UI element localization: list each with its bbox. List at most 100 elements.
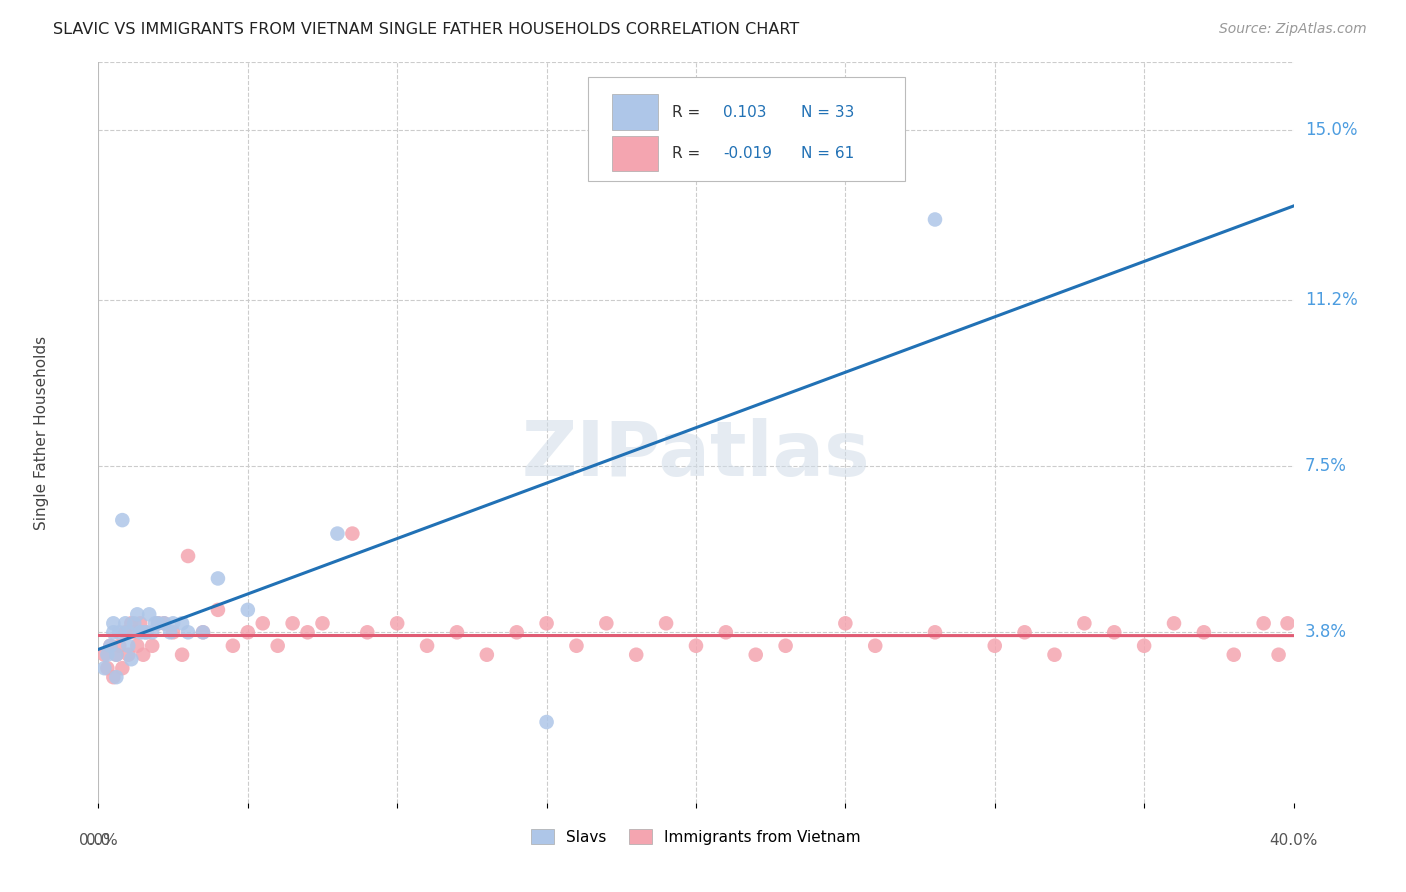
Text: 0.0%: 0.0% xyxy=(79,833,118,848)
Point xyxy=(153,616,176,631)
Point xyxy=(124,616,146,631)
Point xyxy=(236,625,259,640)
Point xyxy=(385,616,409,631)
Text: N = 33: N = 33 xyxy=(801,104,855,120)
Point xyxy=(177,625,200,640)
Point xyxy=(127,607,149,622)
Point xyxy=(536,714,558,729)
Point xyxy=(342,526,364,541)
Point xyxy=(93,648,115,662)
Point xyxy=(506,625,529,640)
Point xyxy=(1133,639,1156,653)
Text: Single Father Households: Single Father Households xyxy=(34,335,49,530)
Point xyxy=(96,648,118,662)
Point xyxy=(536,616,558,631)
Point xyxy=(96,661,118,675)
Point xyxy=(135,625,157,640)
Point xyxy=(984,639,1007,653)
Point xyxy=(1043,648,1066,662)
Point xyxy=(127,639,149,653)
Point xyxy=(103,625,125,640)
Legend: Slavs, Immigrants from Vietnam: Slavs, Immigrants from Vietnam xyxy=(524,822,868,851)
Point xyxy=(98,639,122,653)
Point xyxy=(1073,616,1095,631)
Point xyxy=(865,639,887,653)
Point xyxy=(132,625,155,640)
Point xyxy=(1267,648,1289,662)
FancyBboxPatch shape xyxy=(613,136,658,171)
Text: R =: R = xyxy=(672,104,700,120)
Point xyxy=(114,625,136,640)
Point xyxy=(117,625,139,640)
Point xyxy=(108,625,131,640)
Point xyxy=(326,526,349,541)
Point xyxy=(565,639,588,653)
Point xyxy=(132,648,155,662)
Point xyxy=(924,625,946,640)
Point xyxy=(191,625,214,640)
Point xyxy=(267,639,290,653)
FancyBboxPatch shape xyxy=(589,78,905,181)
Point xyxy=(98,639,122,653)
Point xyxy=(105,670,128,684)
Point xyxy=(1277,616,1299,631)
Point xyxy=(1163,616,1185,631)
Point xyxy=(311,616,333,631)
Point xyxy=(222,639,245,653)
Text: ZIPatlas: ZIPatlas xyxy=(522,417,870,491)
Text: 40.0%: 40.0% xyxy=(1270,833,1317,848)
Point xyxy=(172,616,194,631)
Point xyxy=(108,639,131,653)
Point xyxy=(148,616,170,631)
Text: 0.0: 0.0 xyxy=(86,833,111,848)
Text: N = 61: N = 61 xyxy=(801,146,855,161)
Point xyxy=(135,625,157,640)
Point xyxy=(162,625,184,640)
Point xyxy=(356,625,378,640)
Point xyxy=(129,616,152,631)
Point xyxy=(924,212,946,227)
Text: 7.5%: 7.5% xyxy=(1305,458,1347,475)
Point xyxy=(1223,648,1246,662)
Point xyxy=(655,616,678,631)
Text: 0.103: 0.103 xyxy=(724,104,766,120)
Point xyxy=(207,603,229,617)
Point xyxy=(117,648,139,662)
Point xyxy=(148,616,170,631)
Text: -0.019: -0.019 xyxy=(724,146,772,161)
Point xyxy=(177,549,200,563)
Point xyxy=(172,648,194,662)
Point xyxy=(834,616,856,631)
Point xyxy=(1104,625,1126,640)
Point xyxy=(595,616,617,631)
Point xyxy=(103,616,125,631)
Point xyxy=(281,616,304,631)
Point xyxy=(252,616,274,631)
Point xyxy=(114,616,136,631)
Point xyxy=(111,513,134,527)
Point xyxy=(416,639,439,653)
Point xyxy=(297,625,319,640)
Text: R =: R = xyxy=(672,146,700,161)
Point xyxy=(475,648,498,662)
Point xyxy=(141,625,163,640)
Point xyxy=(1014,625,1036,640)
Text: 11.2%: 11.2% xyxy=(1305,292,1357,310)
Point xyxy=(124,625,146,640)
Point xyxy=(685,639,707,653)
Point xyxy=(1192,625,1215,640)
Point xyxy=(162,616,184,631)
Text: 15.0%: 15.0% xyxy=(1305,120,1357,139)
Point xyxy=(626,648,648,662)
Point xyxy=(120,616,142,631)
Point xyxy=(207,571,229,585)
Point xyxy=(120,652,142,666)
Point xyxy=(117,639,139,653)
Point xyxy=(191,625,214,640)
Point xyxy=(159,625,181,640)
Point xyxy=(714,625,737,640)
Text: Source: ZipAtlas.com: Source: ZipAtlas.com xyxy=(1219,22,1367,37)
Point xyxy=(111,661,134,675)
Point xyxy=(745,648,768,662)
Text: SLAVIC VS IMMIGRANTS FROM VIETNAM SINGLE FATHER HOUSEHOLDS CORRELATION CHART: SLAVIC VS IMMIGRANTS FROM VIETNAM SINGLE… xyxy=(53,22,800,37)
